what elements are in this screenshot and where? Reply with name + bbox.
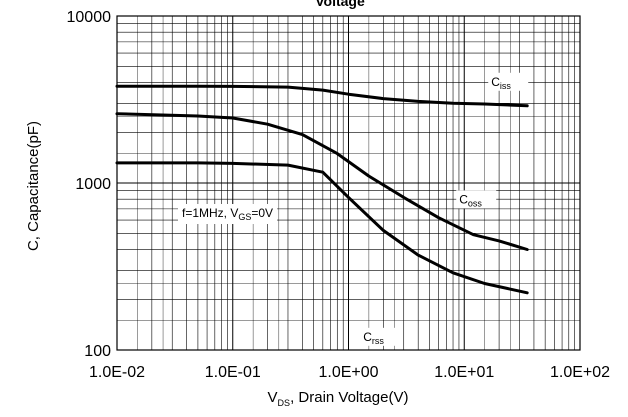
series-label-bg (360, 327, 401, 346)
chart-title: Voltage (315, 0, 365, 9)
text-layer: Voltage VDS, Drain Voltage(V) C, Capacit… (25, 0, 408, 408)
y-axis-title: C, Capacitance(pF) (25, 121, 42, 251)
series-line-crss (115, 161, 529, 295)
x-tick-label: 1.0E+00 (318, 364, 378, 381)
x-tick-label: 1.0E+01 (434, 364, 494, 381)
x-tick-label: 1.0E-02 (89, 364, 145, 381)
annotation-bg (178, 204, 278, 224)
y-tick-label: 10000 (67, 9, 112, 26)
x-tick-label: 1.0E+02 (550, 364, 610, 381)
x-tick-label: 1.0E-01 (205, 364, 261, 381)
series-label-ciss: Ciss (491, 75, 511, 91)
test-condition-annotation: f=1MHz, VGS=0V (182, 206, 273, 222)
series-line-ciss (115, 84, 529, 108)
series-label-bg (456, 190, 497, 209)
series-label-coss: Coss (459, 192, 482, 208)
tick-label-layer: 1.0E-02 1.0E-01 1.0E+00 1.0E+01 1.0E+02 100 10… (67, 9, 611, 381)
y-tick-label: 1000 (75, 176, 111, 193)
series-label-crss: Crss (363, 330, 384, 346)
series-line-coss (115, 112, 529, 251)
series-layer: Ciss Coss Crss (115, 72, 529, 346)
series-label-bg (488, 72, 529, 91)
grid-layer (116, 16, 580, 351)
plot-frame (116, 15, 581, 351)
y-tick-label: 100 (84, 343, 111, 360)
x-axis-title: VDS, Drain Voltage(V) (268, 389, 409, 408)
